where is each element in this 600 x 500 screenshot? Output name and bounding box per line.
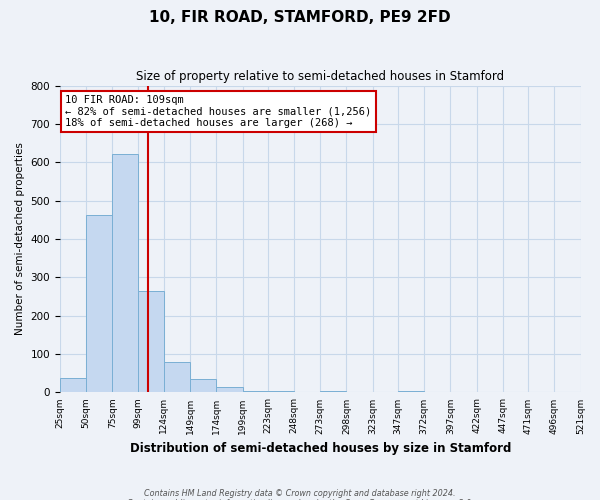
X-axis label: Distribution of semi-detached houses by size in Stamford: Distribution of semi-detached houses by … bbox=[130, 442, 511, 455]
Bar bbox=[320, 390, 346, 392]
Text: Contains HM Land Registry data © Crown copyright and database right 2024.: Contains HM Land Registry data © Crown c… bbox=[144, 488, 456, 498]
Bar bbox=[268, 390, 294, 392]
Text: Contains public sector information licensed under the Open Government Licence v3: Contains public sector information licen… bbox=[127, 498, 473, 500]
Bar bbox=[137, 291, 164, 392]
Y-axis label: Number of semi-detached properties: Number of semi-detached properties bbox=[15, 142, 25, 336]
Bar bbox=[60, 378, 86, 392]
Bar bbox=[190, 379, 216, 392]
Text: 10 FIR ROAD: 109sqm
← 82% of semi-detached houses are smaller (1,256)
18% of sem: 10 FIR ROAD: 109sqm ← 82% of semi-detach… bbox=[65, 95, 371, 128]
Bar bbox=[112, 154, 137, 392]
Text: 10, FIR ROAD, STAMFORD, PE9 2FD: 10, FIR ROAD, STAMFORD, PE9 2FD bbox=[149, 10, 451, 25]
Title: Size of property relative to semi-detached houses in Stamford: Size of property relative to semi-detach… bbox=[136, 70, 504, 83]
Bar bbox=[216, 387, 242, 392]
Bar bbox=[86, 215, 112, 392]
Bar bbox=[164, 362, 190, 392]
